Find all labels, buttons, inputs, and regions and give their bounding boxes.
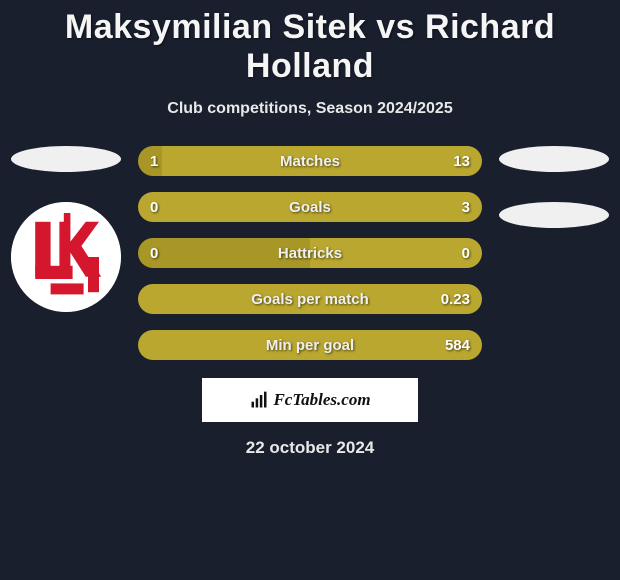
stat-bar-goals-per-match: Goals per match 0.23 bbox=[138, 284, 482, 314]
bar-chart-icon bbox=[249, 390, 269, 410]
right-club-ellipse bbox=[499, 202, 609, 228]
attribution-text: FcTables.com bbox=[273, 390, 370, 410]
stat-left-value: 1 bbox=[138, 153, 186, 170]
stat-bar-matches: 1 Matches 13 bbox=[138, 146, 482, 176]
left-club-badge bbox=[11, 202, 121, 312]
stat-bar-hattricks: 0 Hattricks 0 bbox=[138, 238, 482, 268]
stat-bar-goals: 0 Goals 3 bbox=[138, 192, 482, 222]
stat-bar-min-per-goal: Min per goal 584 bbox=[138, 330, 482, 360]
subtitle: Club competitions, Season 2024/2025 bbox=[0, 100, 620, 118]
stat-left-value: 0 bbox=[138, 245, 186, 262]
page-title: Maksymilian Sitek vs Richard Holland bbox=[0, 0, 620, 86]
date-line: 22 october 2024 bbox=[0, 438, 620, 458]
lks-logo-icon bbox=[11, 202, 121, 312]
right-player-column bbox=[496, 146, 612, 228]
stat-label: Min per goal bbox=[186, 337, 434, 354]
stat-left-value: 0 bbox=[138, 199, 186, 216]
comparison-row: 1 Matches 13 0 Goals 3 0 Hattricks 0 bbox=[0, 146, 620, 360]
right-flag-ellipse bbox=[499, 146, 609, 172]
left-player-column bbox=[8, 146, 124, 312]
stat-right-value: 13 bbox=[434, 153, 482, 170]
attribution-box: FcTables.com bbox=[202, 378, 418, 422]
stats-bars: 1 Matches 13 0 Goals 3 0 Hattricks 0 bbox=[124, 146, 496, 360]
left-flag-ellipse bbox=[11, 146, 121, 172]
stat-label: Goals per match bbox=[186, 291, 434, 308]
stat-label: Hattricks bbox=[186, 245, 434, 262]
stat-right-value: 0 bbox=[434, 245, 482, 262]
stat-label: Matches bbox=[186, 153, 434, 170]
stat-right-value: 3 bbox=[434, 199, 482, 216]
stat-right-value: 584 bbox=[434, 337, 482, 354]
stat-label: Goals bbox=[186, 199, 434, 216]
stat-right-value: 0.23 bbox=[434, 291, 482, 308]
